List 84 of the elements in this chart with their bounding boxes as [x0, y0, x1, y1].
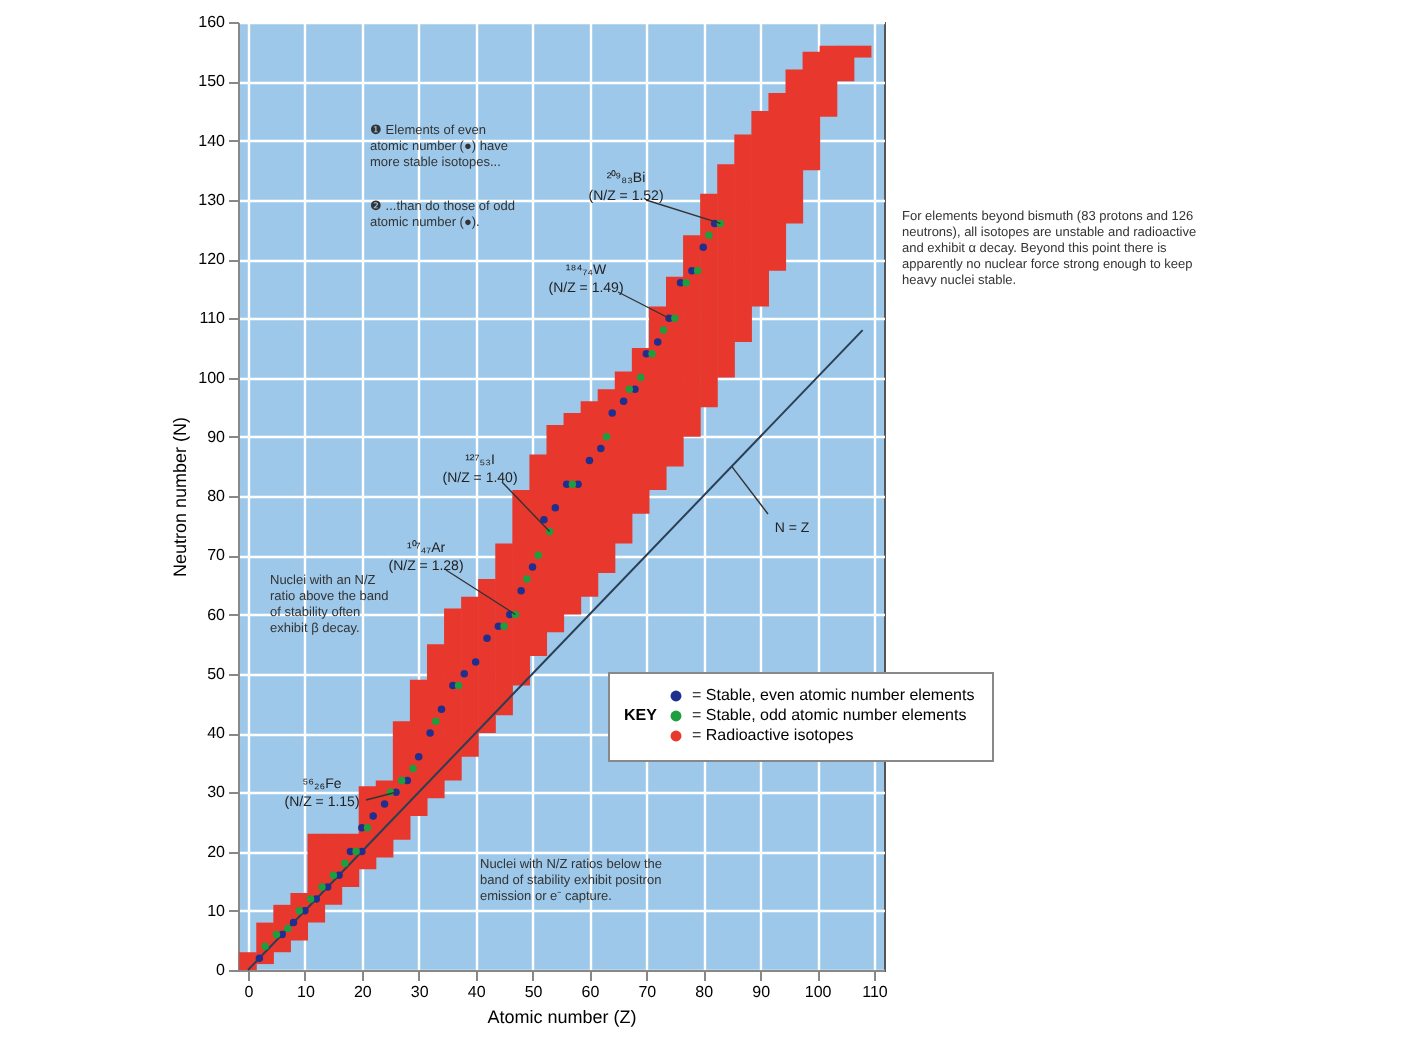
point [693, 267, 702, 275]
y-axis-title: Neutron number (N) [170, 416, 191, 578]
x-tick-label: 80 [695, 983, 715, 1001]
point [261, 942, 269, 951]
point [619, 397, 628, 405]
point [551, 504, 560, 512]
point [255, 954, 264, 962]
point [540, 515, 548, 524]
x-tick-label: 20 [353, 983, 373, 1001]
y-tick-label: 80 [207, 487, 227, 505]
point [363, 824, 372, 832]
x-tick-label: 40 [467, 983, 487, 1001]
legend-label: = Stable, even atomic number elements [692, 686, 975, 704]
y-tick-label: 0 [216, 961, 227, 979]
x-tick-label: 110 [862, 983, 889, 1001]
point [369, 812, 377, 820]
point [500, 622, 508, 631]
point [352, 847, 360, 856]
point [414, 752, 423, 761]
x-tick-label: 10 [297, 983, 316, 1001]
point [682, 278, 690, 287]
y-tick-label: 130 [198, 190, 227, 209]
y-tick-label: 40 [207, 724, 227, 742]
point [483, 634, 491, 642]
y-tick-label: 20 [207, 842, 227, 861]
point [306, 895, 315, 903]
point [341, 859, 349, 868]
point [517, 587, 525, 595]
point [636, 373, 645, 382]
point [699, 243, 708, 251]
x-tick-label: 90 [752, 983, 772, 1001]
point [648, 350, 656, 358]
point [597, 444, 605, 453]
y-tick-label: 160 [198, 13, 227, 31]
point [403, 776, 412, 785]
x-tick-label: 50 [524, 983, 544, 1001]
y-tick-label: 10 [207, 901, 227, 920]
point [284, 924, 292, 933]
point [437, 705, 446, 714]
y-tick-label: 110 [199, 309, 227, 328]
point [671, 314, 679, 322]
point [654, 338, 662, 346]
point [409, 764, 417, 773]
y-tick-label: 90 [207, 427, 227, 446]
y-tick-label: 150 [198, 72, 227, 91]
y-tick-label: 140 [198, 131, 227, 150]
point [329, 871, 338, 879]
x-tick-label: 100 [804, 983, 833, 1001]
point [432, 717, 440, 725]
y-tick-label: 120 [198, 250, 227, 268]
y-tick-label: 70 [207, 546, 227, 565]
point [380, 800, 389, 808]
point [397, 776, 406, 785]
legend-label: = Radioactive isotopes [692, 726, 854, 744]
point [289, 918, 298, 927]
point [705, 231, 713, 240]
point [659, 326, 668, 334]
x-axis-title: Atomic number (Z) [487, 1007, 637, 1027]
x-tick-label: 70 [638, 983, 658, 1001]
point [454, 681, 463, 690]
point [272, 930, 281, 939]
point [460, 670, 468, 678]
point [534, 551, 542, 559]
point [523, 575, 531, 583]
point [602, 433, 611, 441]
y-tick-label: 60 [207, 605, 227, 624]
x-tick-label: 60 [581, 983, 601, 1001]
y-tick-label: 30 [207, 783, 227, 802]
point [471, 658, 480, 666]
point [625, 385, 634, 394]
point [295, 907, 303, 915]
point [323, 883, 332, 891]
y-tick-label: 100 [198, 368, 227, 387]
point [318, 883, 326, 891]
x-tick-label: 30 [410, 983, 430, 1001]
point [426, 729, 434, 737]
legend-label: = Stable, odd atomic number elements [692, 706, 967, 724]
legend-title: KEY [624, 706, 659, 724]
y-tick-label: 50 [207, 664, 227, 683]
point [608, 409, 616, 417]
x-tick-label: 0 [244, 983, 255, 1001]
point [528, 563, 537, 571]
point [568, 480, 577, 488]
point [585, 456, 594, 465]
